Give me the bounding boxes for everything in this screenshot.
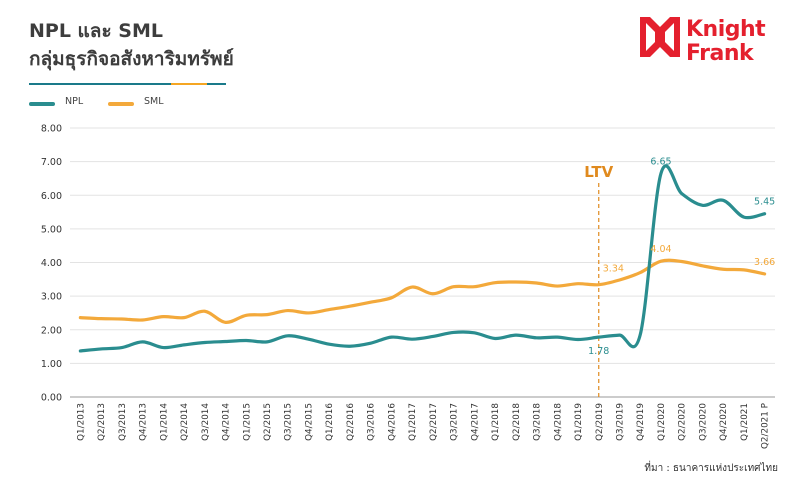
y-tick-label: 6.00 <box>41 191 62 202</box>
x-tick-label: Q4/2015 <box>304 403 314 441</box>
data-label-npl: 1.78 <box>588 346 609 357</box>
x-tick-label: Q3/2018 <box>533 403 543 441</box>
x-tick-label: Q1/2017 <box>408 403 418 441</box>
x-tick-label: Q2/2020 <box>678 403 688 441</box>
x-tick-label: Q4/2020 <box>719 403 729 441</box>
logo-mark-icon <box>640 17 680 57</box>
x-tick-label: Q4/2016 <box>387 403 397 441</box>
chart-subtitle: กลุ่มธุรกิจอสังหาริมทรัพย์ <box>29 48 234 70</box>
x-tick-label: Q2/2017 <box>429 403 439 441</box>
y-tick-label: 7.00 <box>41 157 62 168</box>
legend-item-sml: SML <box>108 96 268 116</box>
data-label-sml: 3.34 <box>603 264 624 275</box>
x-tick-label: Q4/2017 <box>470 403 480 441</box>
data-label-sml: 3.66 <box>754 257 775 268</box>
x-tick-label: Q4/2013 <box>139 403 149 441</box>
data-label-sml: 4.04 <box>650 244 671 255</box>
y-tick-label: 0.00 <box>41 393 62 404</box>
logo-text-line1: Knight <box>686 17 766 42</box>
data-label-npl: 5.45 <box>754 197 775 208</box>
y-tick-label: 2.00 <box>41 325 62 336</box>
series-line-sml <box>78 258 767 324</box>
x-tick-label: Q1/2021 <box>740 403 750 441</box>
x-tick-label: Q2/2013 <box>97 403 107 441</box>
x-tick-label: Q3/2015 <box>284 403 294 441</box>
y-tick-label: 3.00 <box>41 292 62 303</box>
y-tick-label: 8.00 <box>41 124 62 135</box>
y-tick-label: 4.00 <box>41 258 62 269</box>
legend-swatch-npl <box>29 102 55 106</box>
data-label-npl: 6.65 <box>650 156 671 167</box>
x-tick-label: Q2/2015 <box>263 403 273 441</box>
x-tick-label: Q2/2016 <box>346 403 356 441</box>
x-tick-label: Q2/2014 <box>180 403 190 441</box>
logo-text-line2: Frank <box>686 41 754 66</box>
series-line-npl <box>78 164 767 353</box>
x-tick-label: Q2/2019 <box>595 403 605 441</box>
x-tick-label: Q3/2013 <box>118 403 128 441</box>
legend-swatch-sml <box>108 102 134 106</box>
ltv-marker-label: LTV <box>584 163 613 181</box>
x-tick-label: Q1/2016 <box>325 403 335 441</box>
title-underline <box>29 83 226 85</box>
x-tick-label: Q3/2017 <box>450 403 460 441</box>
chart-title: NPL และ SML <box>29 20 163 42</box>
x-tick-label: Q4/2018 <box>553 403 563 441</box>
x-tick-label: Q1/2014 <box>159 403 169 441</box>
x-tick-label: Q1/2019 <box>574 403 584 441</box>
x-tick-label: Q1/2020 <box>657 403 667 441</box>
x-tick-label: Q1/2015 <box>242 403 252 441</box>
y-tick-label: 1.00 <box>41 359 62 370</box>
knight-frank-logo: Knight Frank <box>640 15 774 73</box>
legend-label-npl: NPL <box>65 96 84 107</box>
x-tick-label: Q1/2013 <box>76 403 86 441</box>
x-tick-label: Q3/2014 <box>201 403 211 441</box>
x-tick-label: Q4/2014 <box>222 403 232 441</box>
x-tick-label: Q2/2021 P <box>761 403 771 449</box>
x-tick-label: Q1/2018 <box>491 403 501 441</box>
x-tick-label: Q4/2019 <box>636 403 646 441</box>
y-tick-label: 5.00 <box>41 224 62 235</box>
x-tick-label: Q3/2019 <box>615 403 625 441</box>
x-tick-label: Q2/2018 <box>512 403 522 441</box>
legend-label-sml: SML <box>144 96 164 107</box>
x-tick-label: Q3/2020 <box>698 403 708 441</box>
x-tick-label: Q3/2016 <box>367 403 377 441</box>
legend-item-npl: NPL <box>29 96 189 116</box>
source-note: ที่มา : ธนาคารแห่งประเทศไทย <box>644 463 778 474</box>
